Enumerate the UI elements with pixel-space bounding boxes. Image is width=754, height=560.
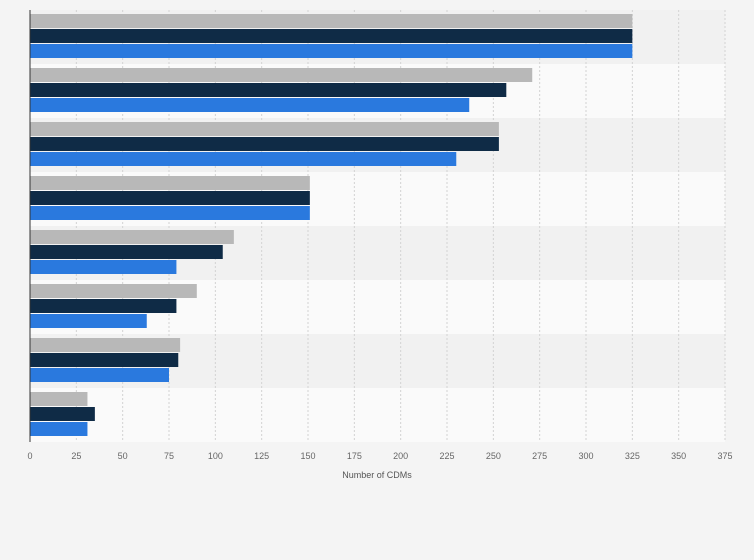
x-tick-label: 100 <box>208 451 223 461</box>
bar <box>30 422 88 436</box>
bar <box>30 368 169 382</box>
bar <box>30 137 499 151</box>
x-tick-label: 200 <box>393 451 408 461</box>
bar <box>30 98 470 112</box>
category-band <box>30 388 725 442</box>
x-tick-label: 75 <box>164 451 174 461</box>
bar <box>30 314 147 328</box>
bar <box>30 353 179 367</box>
bar <box>30 245 223 259</box>
x-tick-label: 25 <box>71 451 81 461</box>
x-tick-label: 125 <box>254 451 269 461</box>
x-tick-label: 250 <box>486 451 501 461</box>
x-axis-title: Number of CDMs <box>342 470 412 480</box>
bar <box>30 29 633 43</box>
bar <box>30 230 234 244</box>
x-tick-label: 350 <box>671 451 686 461</box>
bar <box>30 152 457 166</box>
x-tick-label: 275 <box>532 451 547 461</box>
x-tick-label: 0 <box>27 451 32 461</box>
bar <box>30 299 177 313</box>
bar <box>30 14 633 28</box>
bar <box>30 260 177 274</box>
x-tick-label: 175 <box>347 451 362 461</box>
bar <box>30 338 181 352</box>
x-tick-label: 150 <box>300 451 315 461</box>
bar <box>30 176 310 190</box>
bar <box>30 68 533 82</box>
bar <box>30 206 310 220</box>
x-tick-label: 225 <box>439 451 454 461</box>
x-tick-label: 50 <box>118 451 128 461</box>
x-tick-label: 300 <box>578 451 593 461</box>
bar <box>30 284 197 298</box>
x-tick-labels: 0 25 50 75 100 125 150 175 200 225 250 275 300 325 350… <box>27 451 732 461</box>
x-tick-label: 325 <box>625 451 640 461</box>
bar <box>30 122 499 136</box>
bar <box>30 83 507 97</box>
bar <box>30 392 88 406</box>
bar <box>30 407 95 421</box>
bar <box>30 44 633 58</box>
x-tick-label: 375 <box>717 451 732 461</box>
bar <box>30 191 310 205</box>
bars <box>30 14 633 436</box>
